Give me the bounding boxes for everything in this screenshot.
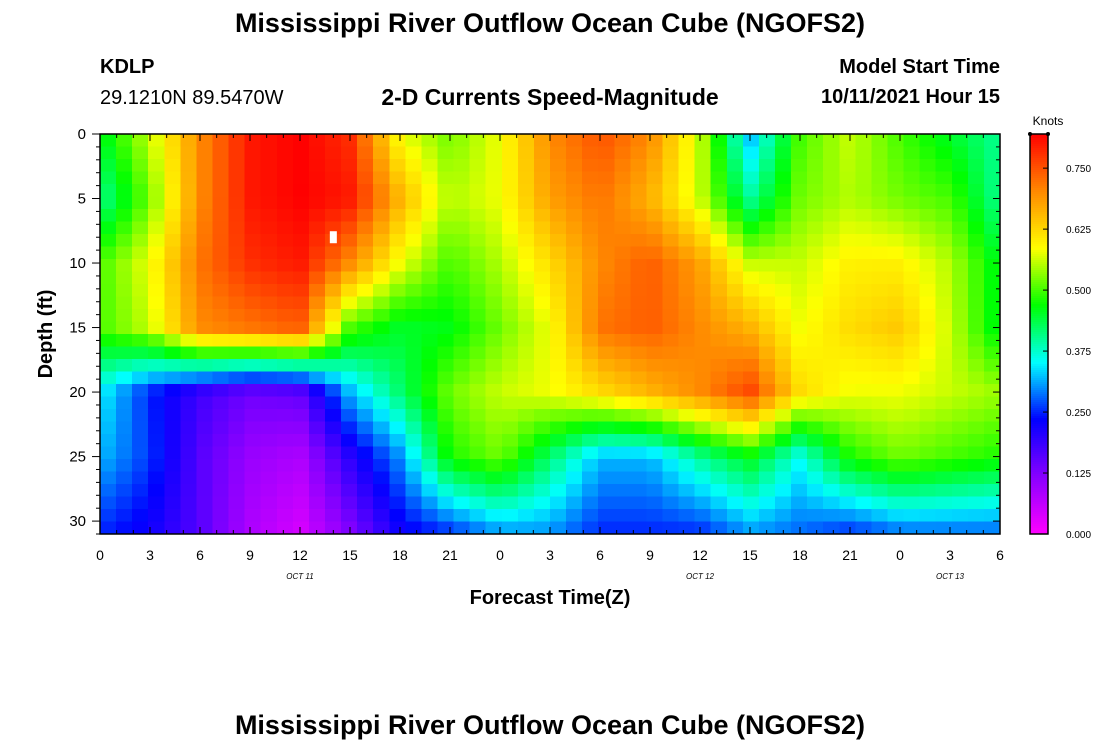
x-tick-label: 0 (96, 547, 104, 563)
colorbar-tick-label: 0.250 (1066, 408, 1091, 419)
colorbar-axis: 0.000 0.125 0.250 0.375 0.500 0.625 0.750 (1028, 132, 1091, 541)
date-label: OCT 12 (686, 572, 715, 581)
y-axis: 0 5 10 15 20 25 30 (69, 126, 1000, 535)
x-tick-label: 6 (196, 547, 204, 563)
y-tick-label: 25 (69, 449, 86, 466)
max-speed-marker (329, 231, 337, 244)
station-id: KDLP (100, 56, 155, 78)
main-title: Mississippi River Outflow Ocean Cube (NG… (234, 8, 866, 38)
colorbar-tick-label: 0.000 (1066, 530, 1091, 541)
x-tick-label: 15 (742, 547, 758, 563)
model-start-label: Model Start Time (839, 56, 1000, 78)
colorbar-frame (1029, 133, 1049, 535)
colorbar-tick-label: 0.125 (1066, 469, 1091, 480)
x-tick-label: 9 (246, 547, 254, 563)
colorbar-gradient (1030, 134, 1048, 534)
plot-frame (99, 133, 1001, 535)
colorbar-unit-label: Knots (1033, 114, 1064, 128)
date-label: OCT 13 (936, 572, 965, 581)
x-tick-label: 18 (792, 547, 808, 563)
x-tick-label: 9 (646, 547, 654, 563)
station-coords: 29.1210N 89.5470W (100, 87, 284, 109)
x-tick-label: 21 (842, 547, 858, 563)
y-tick-label: 20 (69, 384, 86, 401)
speed-heatmap (100, 134, 1000, 534)
x-axis-label: Forecast Time(Z) (470, 587, 631, 609)
date-labels: OCT 11 OCT 12 OCT 13 (286, 572, 964, 581)
colorbar-corner-dot (1028, 132, 1032, 136)
x-tick-label: 18 (392, 547, 408, 563)
colorbar-tick-label: 0.500 (1066, 286, 1091, 297)
x-tick-label: 21 (442, 547, 458, 563)
x-tick-label: 12 (692, 547, 708, 563)
x-tick-label: 0 (896, 547, 904, 563)
model-start-value: 10/11/2021 Hour 15 (820, 86, 1000, 108)
x-tick-label: 0 (496, 547, 504, 563)
x-tick-label: 15 (342, 547, 358, 563)
x-tick-label: 3 (546, 547, 554, 563)
x-axis: 0 3 6 9 12 15 18 21 0 3 6 9 12 15 18 21 0 3 6 (96, 134, 1004, 563)
x-tick-label: 12 (292, 547, 308, 563)
colorbar-corner-dot (1046, 132, 1050, 136)
date-label: OCT 11 (286, 572, 313, 581)
chart-subtitle: 2-D Currents Speed-Magnitude (381, 84, 719, 110)
y-tick-label: 15 (69, 320, 86, 337)
colorbar-tick-label: 0.750 (1066, 164, 1091, 175)
y-tick-label: 30 (69, 513, 86, 530)
x-tick-label: 3 (146, 547, 154, 563)
x-tick-label: 6 (996, 547, 1004, 563)
colorbar-tick-label: 0.375 (1066, 347, 1091, 358)
y-tick-label: 0 (78, 126, 86, 143)
y-tick-label: 5 (78, 191, 86, 208)
colorbar-tick-label: 0.625 (1066, 225, 1091, 236)
y-axis-label: Depth (ft) (35, 290, 57, 379)
x-tick-label: 3 (946, 547, 954, 563)
y-tick-label: 10 (69, 255, 86, 272)
footer-title: Mississippi River Outflow Ocean Cube (NG… (234, 710, 866, 740)
x-tick-label: 6 (596, 547, 604, 563)
